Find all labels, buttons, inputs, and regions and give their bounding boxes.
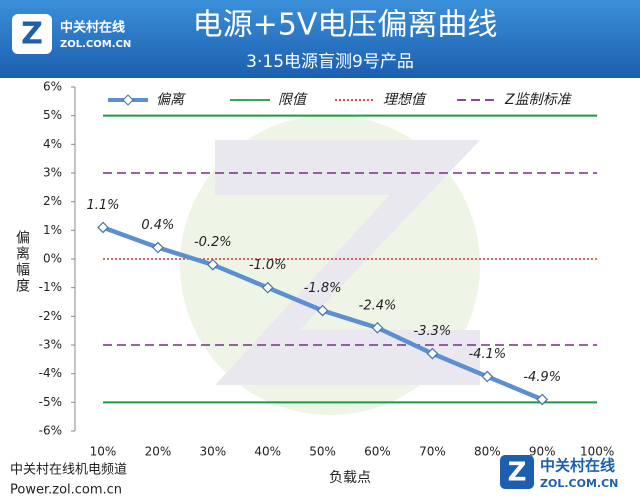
legend-label: 限值	[278, 92, 308, 108]
logo-mark: Z	[508, 458, 527, 488]
data-label: -1.8%	[304, 281, 342, 296]
data-label: 0.4%	[141, 218, 174, 233]
x-tick-label: 20%	[145, 445, 172, 459]
data-point	[152, 241, 164, 254]
watermark	[215, 140, 480, 385]
y-tick-label: 5%	[43, 108, 62, 122]
footer-logo-en: ZOL.COM.CN	[540, 477, 618, 490]
data-point	[206, 258, 219, 271]
data-point	[97, 221, 109, 234]
x-tick-label: 50%	[309, 445, 336, 459]
data-point	[316, 304, 329, 317]
x-tick-label: 40%	[254, 445, 281, 459]
footer-logo-cn: 中关村在线	[540, 457, 615, 475]
data-label: -3.3%	[414, 324, 452, 339]
logo-en: ZOL.COM.CN	[60, 39, 131, 50]
data-point	[261, 281, 274, 294]
y-tick-label: -2%	[39, 309, 62, 323]
x-axis-title: 负载点	[329, 470, 371, 486]
data-label: -2.4%	[359, 298, 397, 313]
y-tick-label: 2%	[43, 194, 62, 208]
y-tick-label: 4%	[43, 137, 62, 151]
data-point	[536, 393, 549, 406]
title: 电源+5V电压偏离曲线	[193, 8, 498, 43]
x-tick-label: 60%	[364, 445, 391, 459]
y-tick-label: 6%	[43, 80, 62, 94]
logo-cn: 中关村在线	[60, 20, 125, 36]
data-point	[481, 370, 494, 383]
data-label: -4.9%	[523, 370, 561, 385]
data-label: -1.0%	[249, 258, 287, 273]
y-tick-label: 0%	[43, 252, 62, 266]
x-tick-label: 90%	[529, 445, 556, 459]
legend-label: 偏离	[156, 92, 186, 108]
y-tick-label: -5%	[39, 395, 62, 409]
x-tick-label: 80%	[474, 445, 501, 459]
x-tick-label: 100%	[580, 445, 614, 459]
data-label: 1.1%	[86, 198, 119, 213]
logo-box	[500, 455, 534, 489]
y-axis-title: 偏离幅度	[14, 230, 30, 294]
legend-swatch	[122, 94, 134, 106]
y-tick-label: 1%	[43, 223, 62, 237]
data-point	[426, 347, 439, 360]
y-tick-label: -4%	[39, 366, 62, 380]
legend-label: Z监制标准	[504, 92, 573, 108]
header-banner	[0, 0, 640, 78]
logo-box	[12, 14, 52, 54]
footer-channel: 中关村在线机电频道	[10, 463, 127, 478]
data-label: -4.1%	[468, 347, 506, 362]
logo-mark: Z	[21, 17, 43, 52]
footer-url: Power.zol.com.cn	[10, 483, 122, 498]
x-tick-label: 10%	[90, 445, 117, 459]
y-tick-label: -3%	[39, 338, 62, 352]
y-tick-label: -1%	[39, 280, 62, 294]
data-label: -0.2%	[194, 235, 232, 250]
x-tick-label: 30%	[199, 445, 226, 459]
data-point	[371, 321, 384, 334]
y-tick-label: -6%	[39, 424, 62, 438]
subtitle: 3·15电源盲测9号产品	[246, 52, 414, 72]
legend-label: 理想值	[383, 92, 427, 108]
y-tick-label: 3%	[43, 166, 62, 180]
x-tick-label: 70%	[419, 445, 446, 459]
